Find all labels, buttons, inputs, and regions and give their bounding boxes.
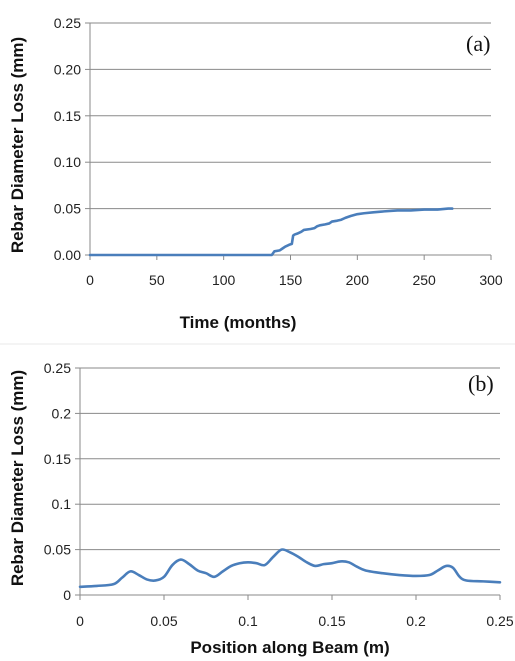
x-tick-label: 0 <box>76 613 84 629</box>
axes <box>75 367 501 600</box>
x-tick-label: 200 <box>346 272 370 288</box>
panel-label: (a) <box>466 31 490 56</box>
y-tick-label: 0.15 <box>54 108 81 124</box>
y-tick-label: 0.20 <box>54 61 81 77</box>
x-tick-label: 0.1 <box>238 613 258 629</box>
x-tick-label: 100 <box>212 272 236 288</box>
data-series-line <box>78 548 502 589</box>
x-tick-label: 0.15 <box>318 613 345 629</box>
x-tick-label: 150 <box>279 272 303 288</box>
y-tick-label: 0 <box>63 587 71 603</box>
x-tick-label: 0.05 <box>150 613 177 629</box>
x-tick-label: 0 <box>86 272 94 288</box>
x-axis-title: Position along Beam (m) <box>190 638 389 657</box>
chart-panel-a: 0.00 0.05 0.10 0.15 0.20 0.25 0 50 100 150 200 250… <box>8 15 503 332</box>
y-tick-label: 0.2 <box>52 405 72 421</box>
y-tick-label: 0.15 <box>44 451 71 467</box>
x-tick-label: 300 <box>479 272 503 288</box>
y-tick-label: 0.00 <box>54 247 81 263</box>
x-tick-label: 50 <box>149 272 165 288</box>
x-axis-title: Time (months) <box>180 313 297 332</box>
y-tick-label: 0.10 <box>54 154 81 170</box>
y-tick-label: 0.25 <box>44 360 71 376</box>
y-tick-label: 0.1 <box>52 496 72 512</box>
data-series-line <box>88 207 454 257</box>
y-gridlines <box>90 22 491 210</box>
y-tick-label: 0.05 <box>54 201 81 217</box>
x-tick-labels: 0 50 100 150 200 250 300 <box>86 272 503 288</box>
x-tick-labels: 0 0.05 0.1 0.15 0.2 0.25 <box>76 613 514 629</box>
y-axis-title: Rebar Diameter Loss (mm) <box>8 37 27 253</box>
y-gridlines <box>80 367 500 551</box>
y-tick-labels: 0 0.05 0.1 0.15 0.2 0.25 <box>44 360 71 603</box>
chart-panel-b: 00.050.10.150.20.25 0 0.05 0.1 0.15 0.2 0.25 … <box>8 360 514 657</box>
y-tick-label: 0.05 <box>44 542 71 558</box>
axes <box>85 22 492 260</box>
x-tick-label: 250 <box>412 272 436 288</box>
x-tick-label: 0.2 <box>406 613 426 629</box>
panel-label: (b) <box>468 371 494 396</box>
y-tick-labels: 0.00 0.05 0.10 0.15 0.20 0.25 <box>54 15 81 263</box>
y-axis-title: Rebar Diameter Loss (mm) <box>8 370 27 586</box>
y-tick-label: 0.25 <box>54 15 81 31</box>
x-tick-label: 0.25 <box>486 613 513 629</box>
